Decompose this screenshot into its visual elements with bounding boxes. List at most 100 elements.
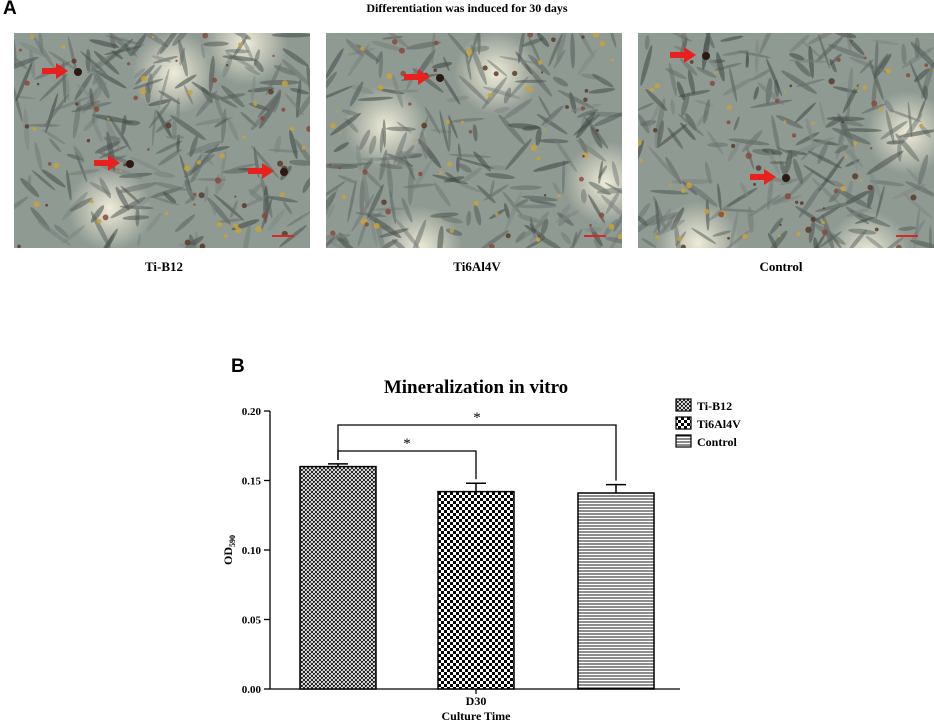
cell xyxy=(733,116,740,131)
mineral-nodule xyxy=(592,33,599,38)
mineral-nodule xyxy=(654,83,660,89)
cell xyxy=(302,177,310,194)
cell xyxy=(448,114,451,153)
cell xyxy=(218,176,226,191)
mineral-nodule xyxy=(438,170,443,175)
cell xyxy=(242,224,251,248)
mineral-nodule xyxy=(583,97,588,102)
mineral-nodule xyxy=(487,92,493,98)
cell xyxy=(232,35,248,59)
cell xyxy=(842,83,859,114)
cell xyxy=(498,114,526,146)
cell xyxy=(286,211,310,227)
cell xyxy=(553,49,566,69)
cell xyxy=(135,64,155,85)
mineral-nodule xyxy=(33,201,40,208)
cell xyxy=(477,230,509,248)
cell xyxy=(789,52,805,61)
cell xyxy=(367,184,384,219)
mineral-nodule xyxy=(460,120,465,124)
cell xyxy=(560,232,572,245)
cell xyxy=(828,191,841,203)
cell xyxy=(456,156,460,173)
cell xyxy=(513,204,557,209)
cell xyxy=(67,169,100,176)
cell xyxy=(27,174,32,191)
cell xyxy=(677,113,704,137)
mineral-nodule xyxy=(187,89,193,96)
cell xyxy=(272,89,282,113)
cell xyxy=(151,55,172,63)
mineral-nodule xyxy=(468,129,473,134)
cell xyxy=(433,182,451,207)
cell xyxy=(793,158,803,184)
cell xyxy=(189,135,198,158)
mineral-nodule xyxy=(851,39,854,43)
cell xyxy=(918,154,929,186)
cell xyxy=(213,193,245,221)
mineral-nodule xyxy=(216,221,223,228)
mineral-nodule xyxy=(543,193,547,197)
cell xyxy=(665,68,687,80)
x-tick-label: D30 xyxy=(466,694,487,708)
cell xyxy=(593,112,622,127)
cell xyxy=(815,36,844,63)
cell xyxy=(794,102,816,124)
cell xyxy=(382,33,410,49)
cell xyxy=(249,182,263,196)
cell xyxy=(183,85,194,105)
mineral-nodule xyxy=(841,120,844,124)
mineral-nodule xyxy=(341,194,347,200)
cell xyxy=(171,118,177,141)
mineral-nodule xyxy=(853,141,858,146)
panel-b-letter: B xyxy=(231,356,245,377)
cell xyxy=(351,85,375,95)
cell xyxy=(83,115,100,132)
mineral-nodule xyxy=(126,62,131,66)
mineral-nodule xyxy=(360,46,365,51)
cell xyxy=(849,210,891,228)
cell xyxy=(178,243,203,248)
mineral-nodule xyxy=(878,107,883,111)
panel-a-letter: A xyxy=(3,0,17,19)
mineral-nodule xyxy=(864,56,867,60)
cell xyxy=(53,224,69,238)
mineral-nodule xyxy=(584,88,589,93)
mineral-nodule xyxy=(272,54,275,58)
mineral-nodule xyxy=(199,243,206,248)
mineral-nodule xyxy=(61,44,66,49)
mineral-nodule xyxy=(465,48,473,55)
mineral-nodule xyxy=(638,139,642,146)
mineral-nodule xyxy=(821,229,828,236)
mineral-nodule xyxy=(821,220,825,225)
cell xyxy=(345,39,364,57)
cell xyxy=(389,190,397,225)
cell xyxy=(369,215,378,247)
cell xyxy=(613,210,622,232)
mineral-deposit xyxy=(782,174,790,182)
mineral-nodule xyxy=(599,212,605,218)
mineral-nodule xyxy=(241,202,247,209)
mineral-nodule xyxy=(434,40,439,45)
cell xyxy=(458,163,472,173)
red-arrow-icon xyxy=(248,163,274,179)
cell xyxy=(19,42,47,57)
mineral-nodule xyxy=(193,192,197,197)
mineral-nodule xyxy=(778,234,781,238)
mineral-nodule xyxy=(235,227,242,234)
cell xyxy=(152,196,180,206)
cell xyxy=(641,238,657,248)
cell xyxy=(502,191,523,216)
mineral-nodule xyxy=(537,60,543,65)
cell xyxy=(552,76,569,87)
cell xyxy=(14,56,39,73)
cell xyxy=(769,230,788,248)
mineral-nodule xyxy=(45,203,48,207)
cell xyxy=(657,207,672,230)
cell xyxy=(48,51,77,71)
cell xyxy=(347,47,376,56)
mineral-nodule xyxy=(649,87,655,93)
mineral-nodule xyxy=(473,200,479,206)
cell xyxy=(363,169,383,189)
mineral-nodule xyxy=(910,194,917,201)
